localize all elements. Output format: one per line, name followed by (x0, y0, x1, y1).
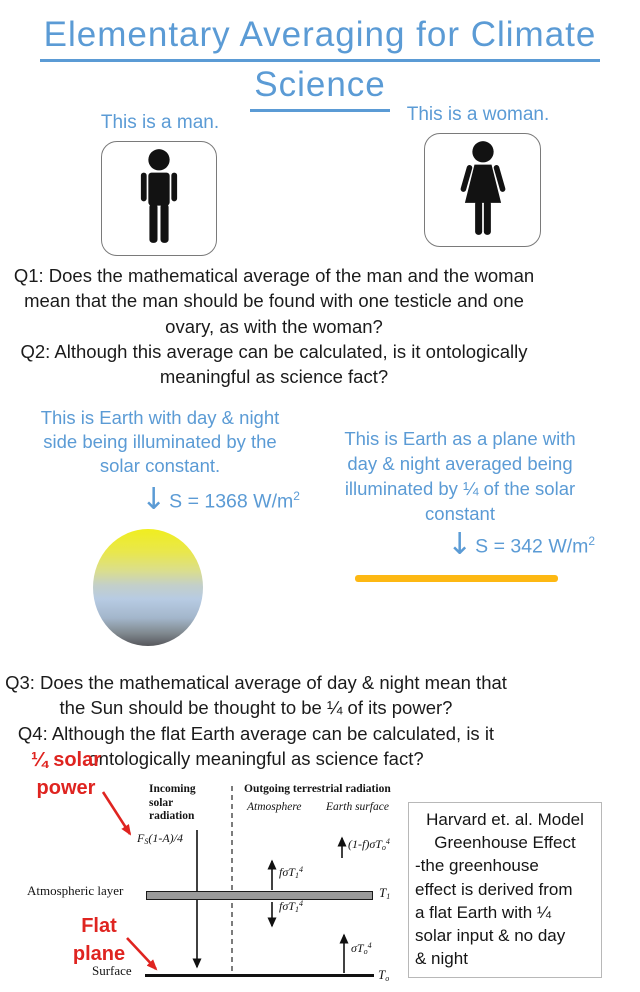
quarter-solar-arrow-icon (101, 791, 132, 836)
earth-surface-column-label: Earth surface (326, 801, 389, 813)
atmospheric-layer-label: Atmospheric layer (27, 883, 124, 898)
page-title-line2: Science (250, 62, 390, 112)
q4-line1: Q4: Although the flat Earth average can … (17, 722, 495, 744)
surface-label: Surface (92, 963, 132, 978)
harvard-note-line6: solar input & no day (415, 926, 566, 946)
q3-line1: Q3: Does the mathematical average of day… (5, 672, 507, 693)
harvard-note-line2: Greenhouse Effect (434, 833, 576, 853)
harvard-note-line1: Harvard et. al. Model (426, 810, 584, 829)
quarter-solar-power-note: ¼ solar power (26, 746, 106, 802)
earth-plane-caption-line2: day & night averaged being (347, 453, 573, 474)
man-sign (101, 141, 217, 256)
atm-down-flux-label: fσT14 (279, 899, 303, 914)
atmosphere-column-label: Atmosphere (247, 801, 302, 813)
down-arrow-icon: ↓ (447, 527, 473, 562)
woman-caption: This is a woman. (406, 104, 550, 125)
earth-sphere-caption: This is Earth with day & night side bein… (10, 406, 310, 477)
man-icon (133, 147, 185, 250)
solar-constant-value: S = 1368 W/m2 (169, 489, 300, 513)
surface-flux-label: σTo4 (351, 941, 372, 956)
q1-line2: mean that the man should be found with o… (24, 290, 524, 312)
harvard-note-line7: & night (415, 949, 468, 969)
flat-plane-note: Flat plane (64, 912, 134, 968)
questions-q1-q2: Q1: Does the mathematical average of the… (0, 263, 548, 389)
earth-sphere-caption-line3: solar constant. (99, 454, 221, 476)
flat-plane-line2: plane (72, 943, 126, 965)
quarter-solar-power-line2: power (36, 777, 96, 799)
atm-up-flux-label: fσT14 (279, 865, 303, 880)
flat-plane-line1: Flat (81, 915, 117, 937)
atm-temperature-label: T1 (379, 885, 391, 901)
q3-line2: the Sun should be thought to be ¼ of its… (59, 697, 453, 719)
quarter-solar-value: S = 342 W/m2 (475, 534, 596, 558)
surface-line (145, 974, 374, 977)
q2-line1: Q2: Although this average can be calcula… (20, 340, 528, 362)
harvard-model-note: Harvard et. al. Model Greenhouse Effect … (408, 802, 602, 978)
harvard-note-line5: a flat Earth with ¼ (415, 902, 552, 922)
q1-line3: ovary, as with the woman? (165, 315, 383, 337)
quarter-solar-power-line1: ¼ solar (30, 749, 102, 771)
harvard-note-line3: -the greenhouse (415, 856, 539, 876)
flat-earth-bar (355, 575, 558, 582)
page-title-line1: Elementary Averaging for Climate (39, 12, 601, 62)
q2-line2: meaningful as science fact? (159, 366, 389, 388)
earth-plane-caption: This is Earth as a plane with day & nigh… (315, 426, 605, 526)
earth-sphere-caption-line1: This is Earth with day & night (40, 407, 280, 428)
harvard-note-line4: effect is derived from (415, 879, 573, 899)
woman-icon (457, 139, 509, 242)
solar-constant-flux: ↓ S = 1368 W/m2 (141, 484, 300, 516)
quarter-solar-flux: ↓ S = 342 W/m2 (447, 529, 595, 561)
earth-sphere-graphic (93, 529, 203, 646)
earth-sphere-caption-line2: side being illuminated by the (43, 430, 277, 452)
outgoing-header: Outgoing terrestrial radiation (244, 783, 391, 795)
woman-sign (424, 133, 541, 247)
q1-line1: Q1: Does the mathematical average of the… (13, 265, 535, 286)
man-caption: This is a man. (100, 112, 220, 133)
earth-plane-caption-line3: illuminated by ¼ of the solar (344, 478, 576, 499)
earth-plane-caption-line4: constant (425, 503, 495, 524)
questions-q3-q4: Q3: Does the mathematical average of day… (0, 670, 512, 771)
earth-plane-caption-line1: This is Earth as a plane with (344, 428, 576, 449)
incoming-header: Incoming solar radiation (149, 783, 196, 822)
atmospheric-layer-bar (146, 891, 373, 900)
surface-temperature-label: To (378, 967, 390, 983)
incoming-flux-label: FS(1-A)/4 (137, 831, 183, 846)
down-arrow-icon: ↓ (141, 482, 167, 517)
q4-line2: ontologically meaningful as science fact… (88, 747, 424, 769)
surface-top-flux-label: (1-f)σTo4 (348, 837, 390, 852)
page-title: Elementary Averaging for Climate Science (0, 12, 640, 112)
